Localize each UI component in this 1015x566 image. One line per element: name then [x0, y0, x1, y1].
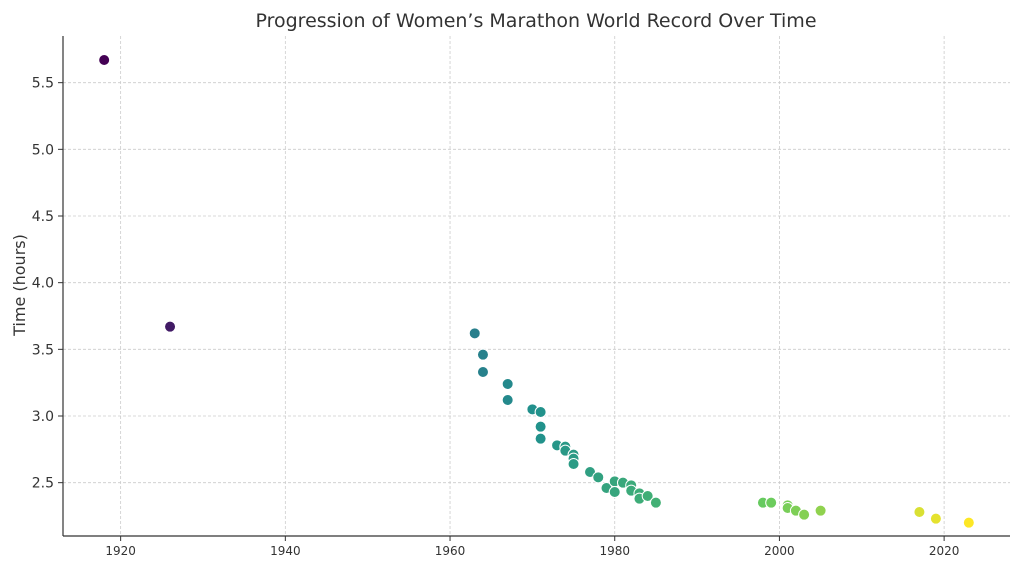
- data-point: [534, 406, 547, 418]
- data-point: [534, 420, 547, 433]
- data-point: [929, 512, 942, 525]
- y-tick-label: 5.0: [32, 142, 54, 158]
- data-point: [649, 496, 662, 509]
- data-point: [798, 508, 811, 521]
- data-point: [608, 486, 621, 498]
- data-point: [814, 504, 827, 517]
- data-point: [641, 490, 654, 502]
- y-tick-label: 3.5: [32, 342, 54, 358]
- data-point: [476, 348, 489, 361]
- data-points: [98, 54, 975, 529]
- x-tick-label: 1940: [270, 544, 301, 558]
- axes: 1920 1940 1960 1980 2000 2020 2.5 3.0 3.5 4.0 4.5 5…: [32, 36, 1010, 558]
- data-point: [534, 432, 547, 445]
- data-point: [765, 496, 778, 509]
- data-point: [98, 54, 111, 66]
- x-tick-label: 1920: [105, 544, 136, 558]
- x-tick-label: 2000: [764, 544, 795, 558]
- gridlines: [63, 36, 1010, 536]
- data-point: [164, 320, 177, 333]
- data-point: [913, 506, 926, 518]
- data-point: [476, 366, 489, 378]
- data-point: [567, 458, 580, 470]
- data-point: [592, 471, 605, 484]
- data-point: [468, 327, 481, 340]
- chart-title: Progression of Women’s Marathon World Re…: [255, 10, 816, 32]
- x-tick-label: 2020: [929, 544, 960, 558]
- y-tick-label: 3.0: [32, 409, 54, 425]
- data-point: [501, 394, 514, 406]
- x-tick-label: 1980: [599, 544, 630, 558]
- y-tick-label: 5.5: [32, 76, 54, 92]
- y-tick-label: 4.0: [32, 276, 54, 292]
- y-tick-label: 4.5: [32, 209, 54, 225]
- y-tick-label: 2.5: [32, 476, 54, 492]
- data-point: [501, 378, 514, 390]
- data-point: [962, 516, 975, 529]
- y-axis-label: Time (hours): [10, 234, 29, 337]
- x-tick-label: 1960: [435, 544, 466, 558]
